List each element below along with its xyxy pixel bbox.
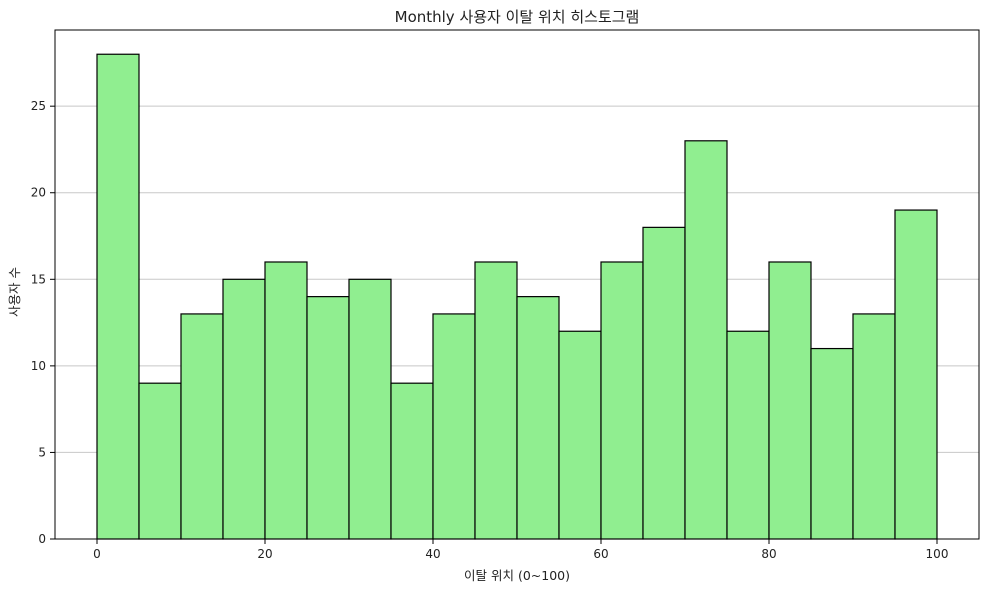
- histogram-bar: [810, 347, 854, 540]
- histogram-bar: [600, 261, 644, 540]
- histogram-bar: [96, 53, 140, 540]
- histogram-bar: [558, 330, 602, 540]
- histogram-bar: [726, 330, 770, 540]
- x-tick-label: 40: [425, 547, 440, 561]
- bar-layer: [96, 53, 938, 540]
- histogram-bar: [306, 296, 350, 540]
- histogram-bar: [894, 209, 938, 540]
- y-tick-label: 15: [31, 272, 46, 286]
- histogram-bar: [348, 278, 392, 540]
- y-tick-label: 5: [38, 445, 46, 459]
- histogram-bar: [222, 278, 266, 540]
- y-tick-label: 0: [38, 532, 46, 546]
- x-axis-ticks: 0 20 40 60 80 100: [93, 539, 948, 561]
- chart-title: Monthly 사용자 이탈 위치 히스토그램: [395, 8, 640, 26]
- histogram-bar: [642, 226, 686, 540]
- histogram-bar: [432, 313, 476, 540]
- plot-frame: [54, 29, 980, 540]
- x-tick-label: 100: [926, 547, 949, 561]
- x-tick-label: 60: [593, 547, 608, 561]
- histogram-bar: [768, 261, 812, 540]
- x-tick-label: 80: [761, 547, 776, 561]
- histogram-bar: [474, 261, 518, 540]
- histogram-bar: [264, 261, 308, 540]
- x-axis-label: 이탈 위치 (0~100): [464, 568, 570, 583]
- histogram-bar: [180, 313, 224, 540]
- x-tick-label: 0: [93, 547, 101, 561]
- histogram-bar: [852, 313, 896, 540]
- y-axis-label: 사용자 수: [7, 267, 22, 317]
- histogram-bar: [390, 382, 434, 540]
- y-axis-ticks: 0 5 10 15 20 25: [31, 99, 55, 546]
- histogram-bar: [138, 382, 182, 540]
- y-tick-label: 25: [31, 99, 46, 113]
- histogram-bar: [516, 296, 560, 540]
- histogram-bar: [684, 140, 728, 540]
- x-tick-label: 20: [257, 547, 272, 561]
- y-tick-label: 10: [31, 359, 46, 373]
- y-tick-label: 20: [31, 186, 46, 200]
